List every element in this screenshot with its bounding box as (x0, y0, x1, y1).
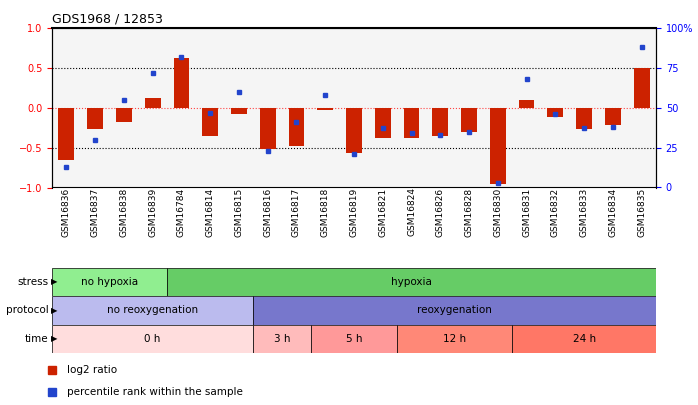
Bar (288, 108, 304, 146)
Bar (174, 58, 189, 108)
Text: 3 h: 3 h (274, 334, 290, 344)
Text: GSM16836: GSM16836 (62, 188, 71, 237)
Bar (253, 296, 656, 324)
Bar (144, 98, 161, 108)
Bar (397, 324, 512, 353)
Text: GSM16821: GSM16821 (378, 188, 387, 237)
Text: GSM16831: GSM16831 (522, 188, 531, 237)
Bar (490, 108, 506, 183)
Text: time: time (25, 334, 48, 344)
Text: GSM16826: GSM16826 (436, 188, 445, 237)
Bar (519, 100, 535, 108)
Bar (52, 324, 253, 353)
Bar (202, 108, 218, 136)
Text: protocol: protocol (6, 305, 48, 315)
Bar (512, 324, 656, 353)
Text: reoxygenation: reoxygenation (417, 305, 492, 315)
Bar (260, 108, 276, 149)
Text: 24 h: 24 h (572, 334, 595, 344)
Text: GSM16839: GSM16839 (148, 188, 157, 237)
Text: GSM16817: GSM16817 (292, 188, 301, 237)
Text: GSM16819: GSM16819 (350, 188, 359, 237)
Text: stress: stress (17, 277, 48, 287)
Bar (59, 108, 74, 160)
Text: 0 h: 0 h (144, 334, 161, 344)
Bar (52, 296, 253, 324)
Text: GSM16818: GSM16818 (321, 188, 329, 237)
Bar (346, 108, 362, 153)
Text: hypoxia: hypoxia (391, 277, 432, 287)
Text: 12 h: 12 h (443, 334, 466, 344)
Text: GSM16814: GSM16814 (206, 188, 215, 237)
Text: ▶: ▶ (50, 277, 57, 286)
Text: 5 h: 5 h (346, 334, 362, 344)
Text: GDS1968 / 12853: GDS1968 / 12853 (52, 13, 163, 26)
Text: no hypoxia: no hypoxia (81, 277, 138, 287)
Bar (403, 108, 419, 138)
Text: GSM16816: GSM16816 (263, 188, 272, 237)
Text: ▶: ▶ (50, 306, 57, 315)
Text: GSM16830: GSM16830 (493, 188, 503, 237)
Text: GSM16837: GSM16837 (91, 188, 100, 237)
Text: GSM16834: GSM16834 (609, 188, 617, 237)
Bar (311, 324, 397, 353)
Bar (167, 267, 656, 296)
Bar (547, 108, 563, 117)
Text: log2 ratio: log2 ratio (67, 365, 117, 375)
Text: GSM16815: GSM16815 (235, 188, 244, 237)
Text: GSM16835: GSM16835 (637, 188, 646, 237)
Bar (432, 108, 448, 136)
Bar (52, 267, 167, 296)
Text: ▶: ▶ (50, 334, 57, 343)
Text: GSM16784: GSM16784 (177, 188, 186, 237)
Text: GSM16828: GSM16828 (465, 188, 473, 237)
Bar (634, 68, 650, 108)
Bar (576, 108, 592, 129)
Text: GSM16832: GSM16832 (551, 188, 560, 237)
Text: percentile rank within the sample: percentile rank within the sample (67, 387, 243, 397)
Bar (116, 108, 132, 122)
Text: GSM16838: GSM16838 (119, 188, 128, 237)
Bar (253, 324, 311, 353)
Bar (605, 108, 621, 125)
Bar (87, 108, 103, 129)
Text: GSM16824: GSM16824 (407, 188, 416, 237)
Bar (231, 108, 247, 114)
Text: GSM16833: GSM16833 (579, 188, 588, 237)
Bar (375, 108, 391, 138)
Bar (318, 108, 333, 110)
Text: no reoxygenation: no reoxygenation (107, 305, 198, 315)
Bar (461, 108, 477, 132)
